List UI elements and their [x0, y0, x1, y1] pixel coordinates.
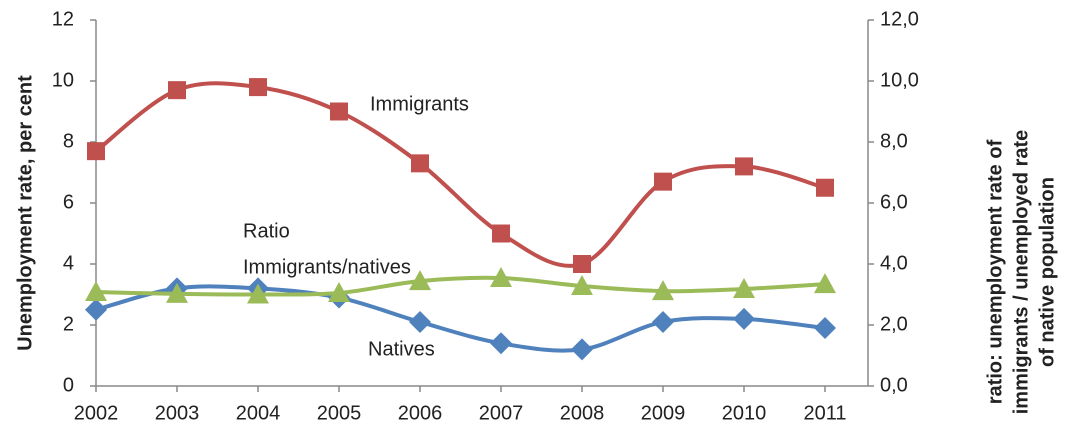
y-tick-label: 8 [63, 130, 74, 152]
y-tick-label: 6 [63, 191, 74, 213]
y2-tick-label: 12,0 [880, 8, 919, 30]
marker [654, 172, 672, 191]
marker [247, 283, 269, 304]
y2-axis-label: ratio: unemployment rate of [984, 139, 1006, 404]
x-tick-label: 2010 [722, 402, 767, 424]
marker [814, 317, 836, 340]
marker [330, 102, 348, 121]
series-line [94, 81, 826, 268]
series-line [95, 275, 826, 297]
marker [573, 255, 591, 273]
marker [409, 310, 431, 333]
y-tick-label: 0 [63, 374, 74, 396]
y-tick-label: 4 [63, 252, 74, 274]
marker [328, 281, 350, 302]
marker [492, 224, 510, 243]
y2-axis-label: immigrants / unemployed rate [1010, 130, 1032, 415]
y-tick-label: 10 [52, 69, 74, 91]
marker [411, 154, 429, 173]
y2-axis-label: of native population [1036, 177, 1058, 367]
annotation: Natives [368, 338, 435, 360]
marker [816, 178, 834, 197]
marker [733, 278, 755, 299]
marker [490, 267, 512, 288]
y2-tick-label: 6,0 [880, 191, 908, 213]
y-tick-label: 12 [52, 8, 74, 30]
y2-tick-label: 10,0 [880, 69, 919, 91]
y-tick-label: 2 [63, 313, 74, 335]
marker [409, 270, 431, 291]
marker [490, 332, 512, 355]
marker [735, 157, 753, 176]
x-tick-label: 2007 [479, 402, 524, 424]
annotation: Immigrants/natives [243, 256, 411, 278]
y2-tick-label: 4,0 [880, 252, 908, 274]
marker [249, 78, 267, 97]
marker [652, 310, 674, 333]
marker [85, 281, 107, 302]
marker [87, 142, 105, 161]
annotation: Immigrants [370, 93, 469, 115]
x-tick-label: 2003 [155, 402, 200, 424]
marker [652, 280, 674, 301]
marker [733, 307, 755, 330]
x-tick-label: 2011 [803, 402, 846, 424]
x-tick-label: 2005 [317, 402, 362, 424]
annotation: Ratio [243, 220, 290, 242]
marker [85, 298, 107, 321]
x-tick-label: 2002 [74, 402, 119, 424]
x-tick-label: 2008 [560, 402, 605, 424]
series-line [95, 284, 826, 353]
x-tick-label: 2004 [236, 402, 281, 424]
marker [814, 273, 836, 294]
x-tick-label: 2009 [641, 402, 686, 424]
y-axis-label: Unemployment rate, per cent [14, 75, 36, 351]
x-tick-label: 2006 [398, 402, 443, 424]
marker [168, 81, 186, 100]
marker [166, 282, 188, 303]
marker [571, 338, 593, 361]
marker [571, 274, 593, 295]
y2-tick-label: 8,0 [880, 130, 908, 152]
y2-tick-label: 0,0 [880, 374, 908, 396]
y2-tick-label: 2,0 [880, 313, 908, 335]
